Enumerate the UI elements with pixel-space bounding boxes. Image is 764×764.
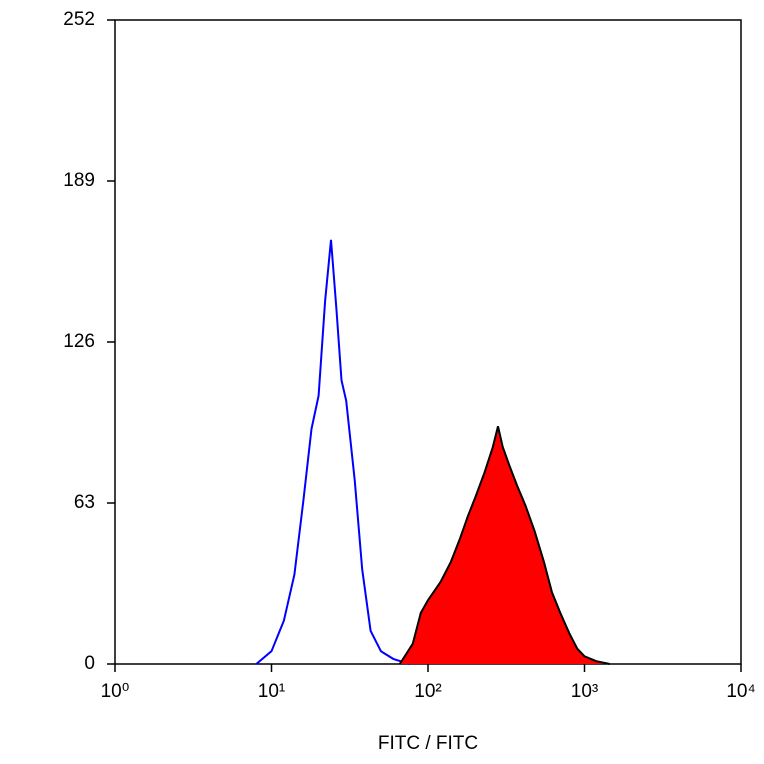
x-axis-label: FITC / FITC [378,733,478,754]
x-tick-label: 10⁴ [726,681,755,702]
y-tick-label: 63 [74,492,95,513]
x-tick-label: 10¹ [258,681,285,702]
y-tick-label: 189 [63,170,95,191]
x-tick-label: 10⁰ [101,681,130,702]
histogram-line [255,239,410,665]
histogram-line [398,426,610,665]
area-fill [399,426,610,664]
x-tick-label: 10² [414,681,441,702]
x-tick-label: 10³ [571,681,598,702]
y-tick-label: 126 [63,331,95,352]
y-tick-label: 252 [63,9,95,30]
y-tick-label: 0 [84,653,95,674]
plot-frame [114,19,742,665]
